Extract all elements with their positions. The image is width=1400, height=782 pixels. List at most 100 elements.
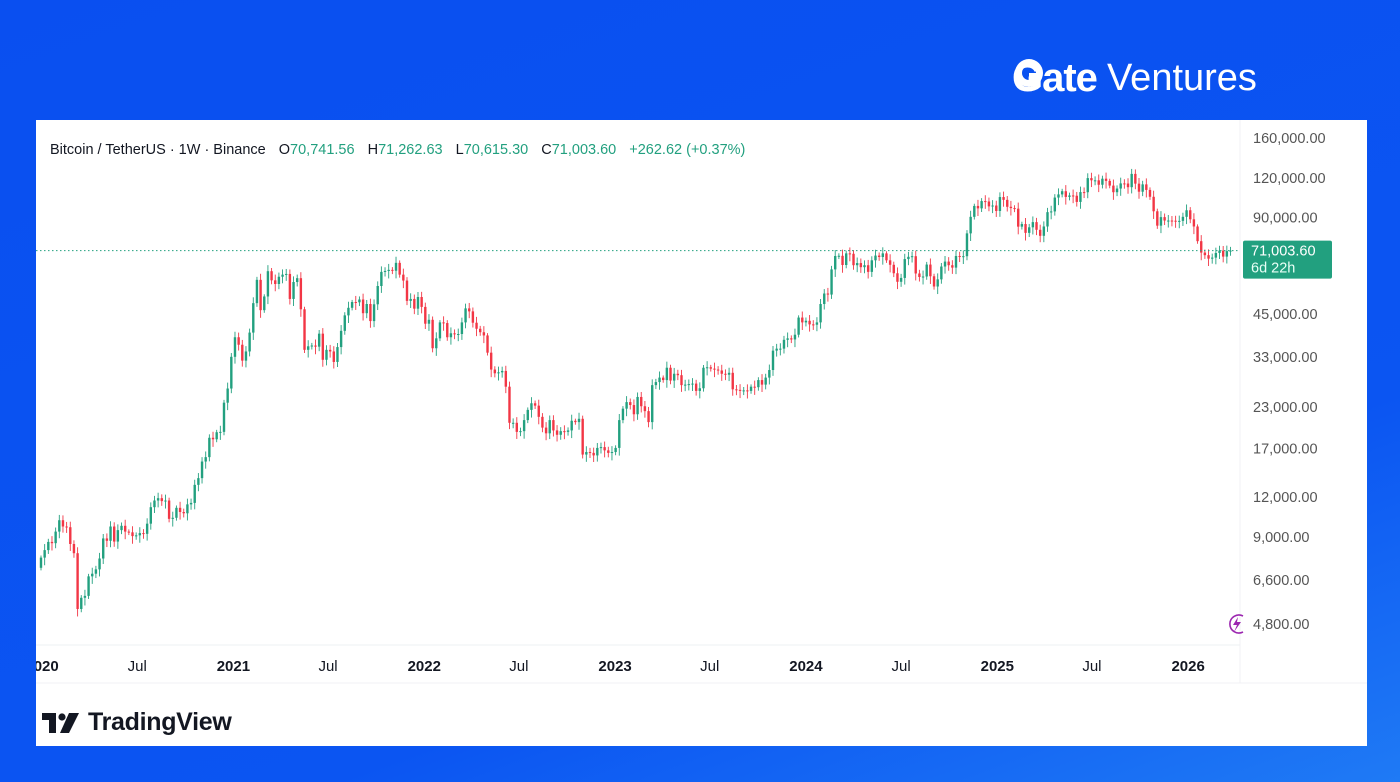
candle	[896, 267, 899, 290]
candle-body	[193, 484, 196, 503]
candle-body	[317, 333, 321, 347]
candle	[658, 371, 661, 390]
candle	[376, 281, 379, 311]
candle	[50, 536, 54, 551]
candle	[1185, 204, 1188, 225]
candle	[391, 267, 394, 275]
candle	[1020, 221, 1024, 230]
candle	[687, 379, 691, 391]
candle	[1049, 205, 1053, 220]
candle	[457, 328, 460, 342]
candle	[142, 529, 145, 539]
candle	[1035, 217, 1038, 236]
candle	[738, 384, 742, 399]
x-tick-label: Jul	[700, 658, 719, 675]
candle-body	[69, 527, 72, 544]
candlestick-chart[interactable]: 160,000.00 120,000.00 90,000.00 45,000.00 33…	[36, 120, 1367, 746]
candle	[548, 415, 551, 440]
candle	[113, 522, 116, 547]
candle-body	[453, 333, 456, 335]
candle-body	[566, 430, 570, 432]
candle	[749, 384, 753, 394]
candle-body	[263, 296, 266, 311]
candle	[599, 442, 603, 454]
symbol-title: Bitcoin / TetherUS · 1W · Binance	[50, 142, 266, 158]
candle-body	[54, 531, 57, 544]
candle-body	[61, 520, 65, 527]
candle-body	[1002, 197, 1005, 200]
candle	[493, 366, 497, 378]
candle-body	[241, 344, 244, 361]
candle	[475, 316, 478, 337]
candle	[80, 595, 83, 613]
candle-body	[387, 269, 390, 271]
candle-body	[1104, 178, 1108, 181]
candle-body	[468, 308, 471, 312]
candle-body	[1156, 211, 1159, 226]
candle	[332, 346, 335, 369]
candle	[713, 362, 716, 378]
candle-body	[929, 264, 932, 277]
candle-body	[391, 269, 394, 271]
candle	[566, 427, 570, 436]
candle	[1148, 187, 1152, 200]
candle	[753, 380, 756, 395]
candle-body	[720, 370, 723, 374]
candle	[1207, 249, 1210, 266]
candle	[537, 399, 540, 425]
candle	[618, 414, 621, 456]
candle	[116, 524, 120, 549]
candle-body	[662, 377, 665, 381]
candle-body	[339, 330, 343, 348]
candle-body	[980, 201, 983, 209]
candle	[321, 328, 325, 367]
candle-body	[914, 256, 917, 274]
candle-body	[153, 500, 156, 508]
candle-body	[442, 322, 445, 324]
candle	[54, 527, 57, 549]
candle-body	[208, 437, 211, 458]
candle	[1068, 192, 1071, 201]
candle-body	[621, 408, 625, 421]
candle	[1192, 213, 1196, 235]
candle-body	[716, 369, 720, 371]
candle	[164, 494, 167, 509]
candle	[160, 494, 163, 506]
candle	[892, 261, 895, 278]
candle-body	[753, 386, 756, 388]
candle-body	[116, 530, 120, 542]
candle	[1075, 191, 1078, 207]
candle-body	[775, 348, 778, 351]
candle-body	[142, 533, 145, 535]
candle-body	[244, 351, 248, 361]
candle	[91, 567, 94, 584]
candle	[134, 532, 138, 540]
y-tick-label: 120,000.00	[1253, 171, 1326, 187]
candle-body	[105, 538, 109, 541]
candle	[731, 367, 734, 396]
candle	[482, 326, 486, 344]
candle-body	[574, 420, 577, 423]
candle	[918, 269, 921, 282]
candle-body	[724, 373, 727, 375]
candle	[200, 457, 204, 484]
alert-lightning-icon[interactable]	[1229, 614, 1244, 634]
candle-body	[1115, 188, 1119, 193]
candle-body	[1170, 220, 1174, 222]
candle-body	[823, 293, 826, 305]
candle	[398, 260, 401, 278]
candle	[1189, 207, 1192, 224]
candle	[252, 297, 255, 340]
candle	[175, 505, 178, 521]
candle-body	[328, 349, 332, 352]
candle	[1046, 207, 1049, 232]
candle-body	[694, 383, 698, 391]
candle-body	[1013, 208, 1016, 210]
candle	[211, 431, 215, 447]
candle	[863, 260, 866, 274]
chart-card: 160,000.00 120,000.00 90,000.00 45,000.00 33…	[36, 120, 1367, 746]
candle	[215, 429, 218, 443]
candle-body	[672, 373, 676, 381]
candle	[522, 414, 526, 439]
